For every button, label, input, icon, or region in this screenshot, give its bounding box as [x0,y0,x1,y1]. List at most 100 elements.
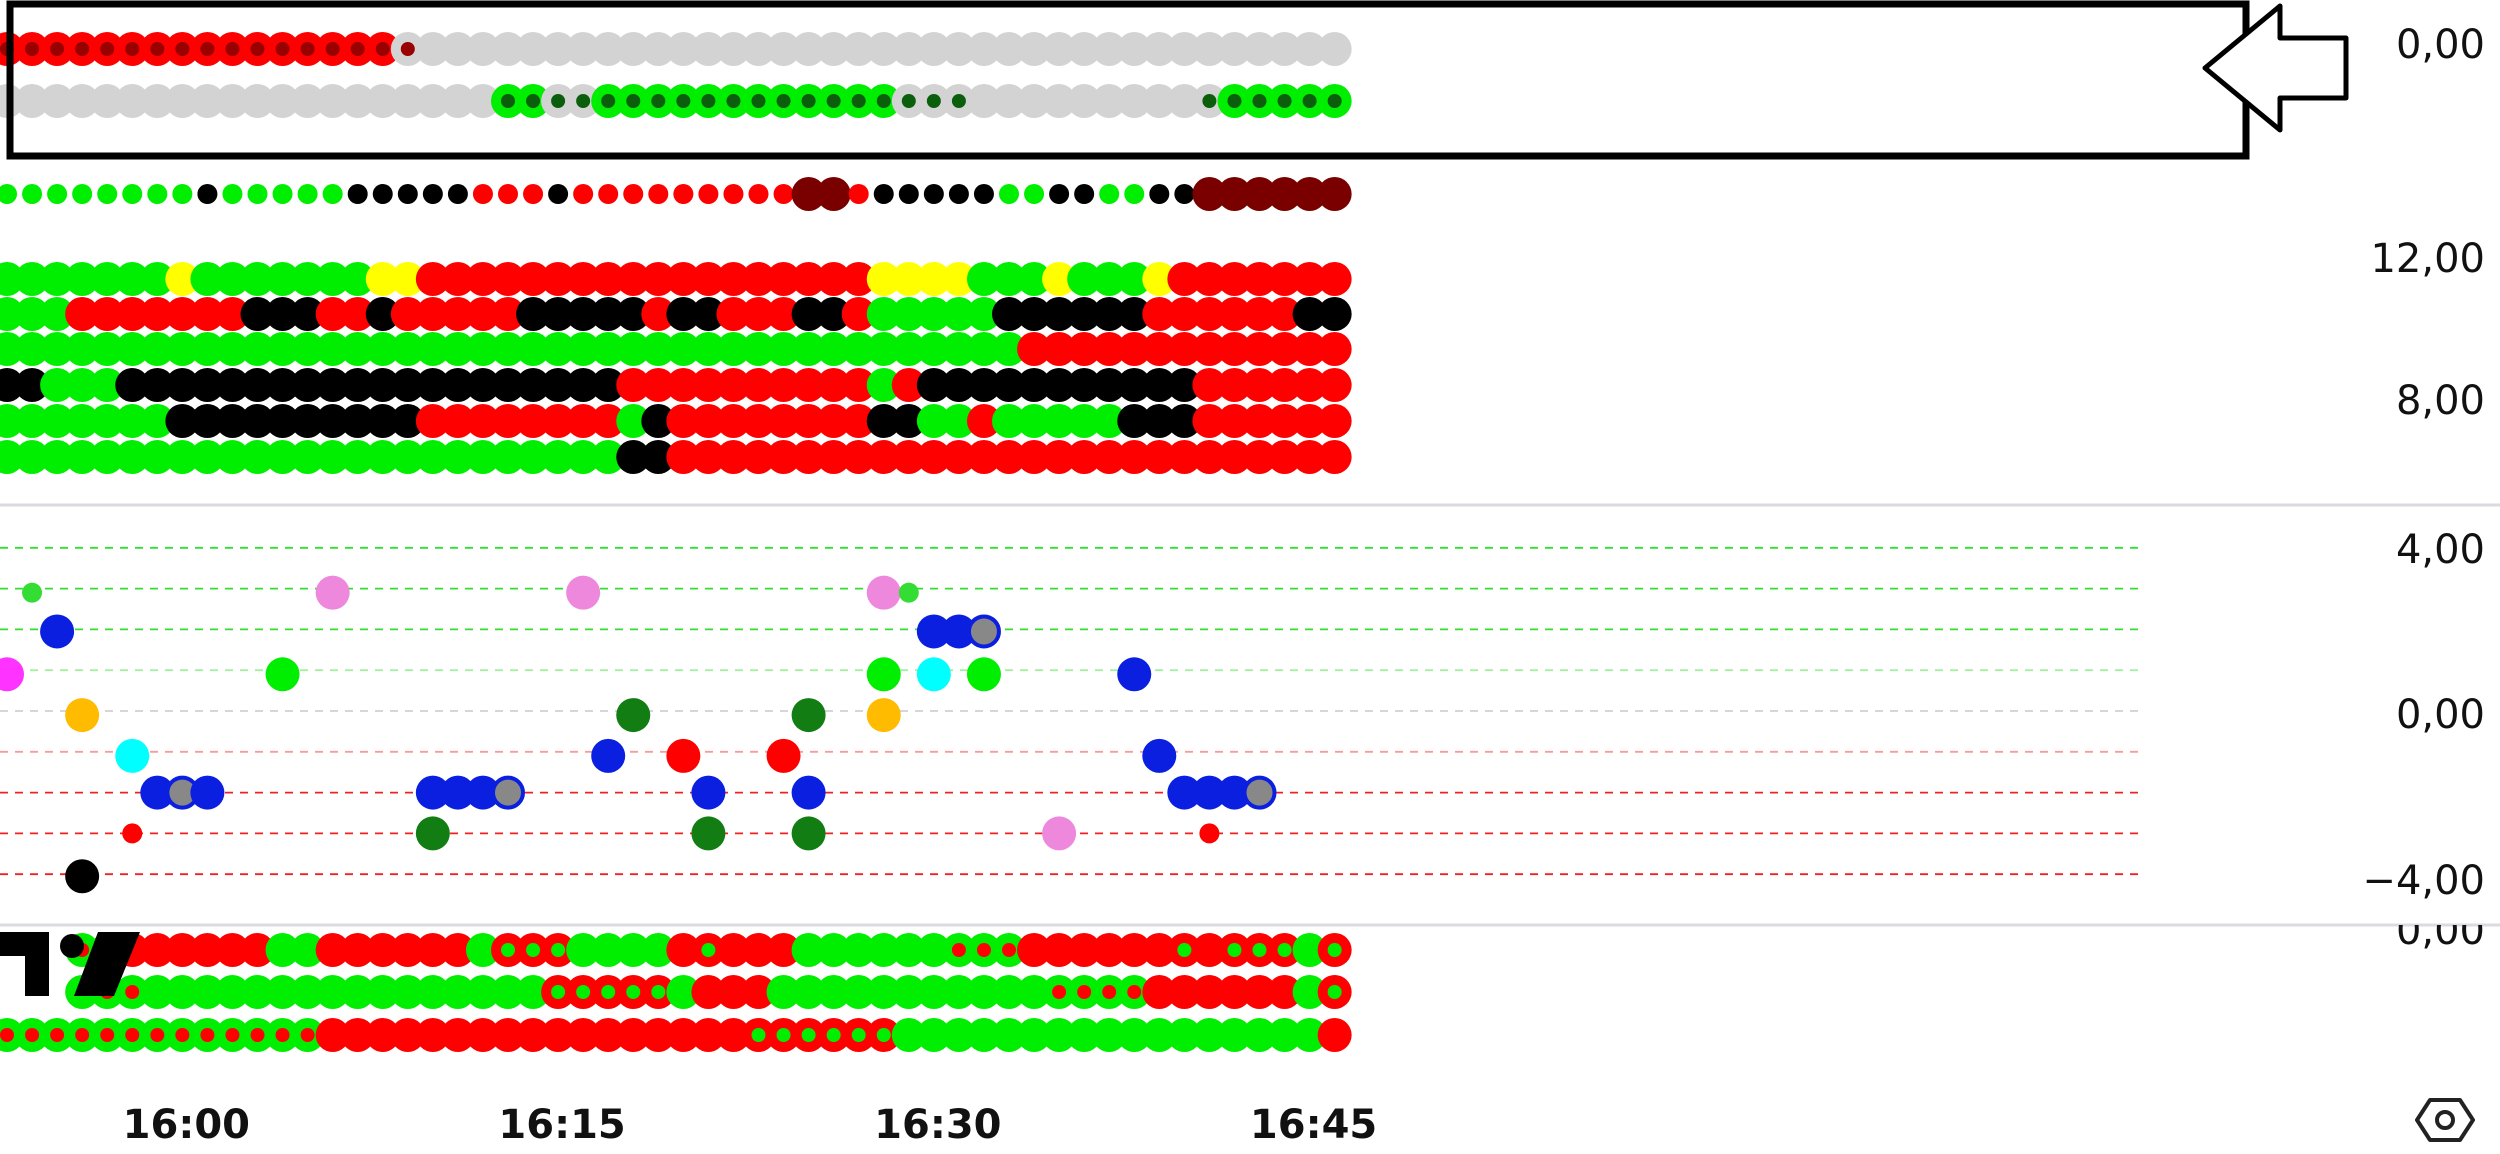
momentum-dot [140,933,175,967]
status-dot [641,32,676,66]
matrix-dot [541,440,576,474]
x-tick-label: 16:00 [123,1102,250,1148]
matrix-dot [1067,368,1102,402]
matrix-dot [691,368,726,402]
signal-dot [1317,177,1352,211]
matrix-dot [966,368,1001,402]
matrix-dot [1267,440,1302,474]
matrix-dot [365,368,400,402]
momentum-dot [315,933,350,967]
matrix-dot [1042,332,1077,366]
matrix-dot [1092,404,1127,438]
chart-settings-button[interactable] [2415,1090,2475,1150]
matrix-dot [992,297,1026,331]
matrix-dot [966,332,1001,366]
matrix-dot [390,368,425,402]
matrix-dot [465,262,500,296]
matrix-dot [240,332,275,366]
signal-dot [122,184,143,204]
momentum-dot [440,1018,475,1052]
matrix-dot [140,368,175,402]
momentum-dot [916,1018,951,1052]
pane-separators [0,503,2500,927]
momentum-dot-center [1227,943,1242,957]
matrix-dot [365,440,400,474]
matrix-dot [115,368,150,402]
matrix-dot [415,332,450,366]
matrix-dot [1267,262,1302,296]
status-dot-center [526,94,541,108]
matrix-dot [190,440,225,474]
matrix-dot [491,297,525,331]
momentum-dot [591,933,626,967]
matrix-dot [791,440,826,474]
matrix-dot [992,440,1026,474]
matrix-dot [566,404,601,438]
y-tick-label: 8,00 [2396,378,2485,424]
status-dot-center [726,94,741,108]
matrix-dot [916,262,951,296]
matrix-dot [916,297,951,331]
oscillator-point [1199,823,1220,844]
matrix-dot [866,262,901,296]
matrix-dot [541,332,576,366]
signal-dot [623,184,644,204]
oscillator-point [966,614,1001,649]
matrix-dot [1167,297,1202,331]
matrix-dot [190,262,225,296]
status-dot [516,32,551,66]
matrix-dot [265,332,300,366]
matrix-dot [265,262,300,296]
matrix-dot [315,262,350,296]
y-tick-label: −4,00 [2362,858,2485,904]
matrix-dot [340,440,375,474]
momentum-dot [390,1018,425,1052]
momentum-dot [666,1018,701,1052]
momentum-dot-center [50,1028,65,1042]
matrix-dot [841,368,876,402]
matrix-dot [866,297,901,331]
matrix-dot [40,262,75,296]
oscillator-point [315,575,350,610]
matrix-dot [440,404,475,438]
status-dot-center [926,94,941,108]
status-dot [215,84,250,118]
matrix-dot [816,404,851,438]
status-dot [716,32,751,66]
status-dot [891,32,926,66]
signal-dot [673,184,694,204]
status-dot [40,84,75,118]
status-dot [992,32,1026,66]
matrix-dot [415,404,450,438]
momentum-dot [190,975,225,1009]
signal-dot [1242,177,1277,211]
matrix-dot [1267,404,1302,438]
time-scale[interactable]: 16:00 16:15 16:30 16:45 [123,1102,1378,1148]
matrix-dot [616,368,651,402]
momentum-dot [791,933,826,967]
matrix-dot [766,297,801,331]
matrix-dot [766,440,801,474]
matrix-dot [15,262,50,296]
momentum-dot [1267,975,1302,1009]
momentum-dot [465,975,500,1009]
matrix-dot [315,440,350,474]
matrix-dot [616,262,651,296]
matrix-dot [165,368,200,402]
matrix-dot [716,440,751,474]
status-dot [140,84,175,118]
signal-dot [272,184,293,204]
matrix-dot [716,404,751,438]
watermark-logo [0,932,140,996]
matrix-dot [916,332,951,366]
momentum-dot [816,933,851,967]
momentum-dot-center [976,943,991,957]
hexagon-gear-icon [2415,1098,2475,1142]
momentum-dot [240,933,275,967]
matrix-dot [1017,404,1052,438]
matrix-dot [1267,332,1302,366]
oscillator-point [65,859,100,894]
oscillator-point [0,657,24,692]
matrix-dot [440,332,475,366]
